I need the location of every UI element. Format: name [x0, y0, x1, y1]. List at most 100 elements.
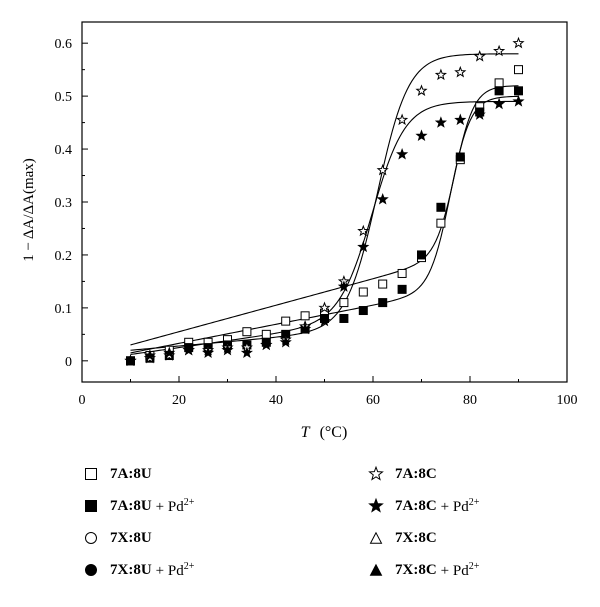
legend-marker-shape — [369, 563, 383, 576]
data-point — [436, 218, 446, 228]
data-point — [396, 113, 409, 126]
y-axis-label: 1 − ΔA/ΔA(max) — [21, 158, 37, 262]
axes: 0 20 40 60 80 100 0 0.1 0.2 0.3 0.4 0.5 0.6 — [55, 21, 578, 408]
legend-marker-shape — [369, 531, 383, 544]
x-axis-label: T (°C) — [301, 424, 348, 441]
triangle-marker-icon — [365, 527, 387, 549]
data-point — [358, 306, 368, 316]
data-point — [357, 240, 370, 253]
legend-marker-shape — [85, 532, 97, 544]
legend-label: 7X:8C — [395, 561, 437, 578]
data-point — [357, 224, 370, 237]
data-point — [221, 343, 234, 356]
data-point — [242, 327, 252, 337]
legend-item: 7X:8C + Pd2+ — [365, 557, 479, 583]
legend-marker-shape — [85, 500, 97, 512]
data-point — [454, 113, 467, 126]
data-point — [339, 313, 349, 323]
plot-frame — [81, 21, 568, 383]
data-point — [260, 338, 273, 351]
data-point — [455, 152, 465, 162]
circle-marker-icon — [80, 559, 102, 581]
data-point — [337, 280, 350, 292]
legend-item: 7X:8C — [365, 525, 437, 551]
legend-label: 7X:8C — [395, 529, 437, 546]
legend-label: 7A:8U — [110, 465, 152, 482]
data-point — [454, 65, 467, 78]
legend-marker-shape — [85, 468, 97, 480]
legend-item: 7X:8U + Pd2+ — [80, 557, 194, 583]
data-point — [299, 322, 312, 335]
data-point — [434, 116, 447, 128]
data-point — [493, 97, 506, 110]
y-tick-label: 0.5 — [55, 90, 73, 105]
data-point — [434, 68, 447, 81]
legend-marker-shape — [368, 465, 384, 481]
data-point — [415, 129, 428, 141]
data-point — [279, 335, 292, 348]
x-tick-label: 0 — [79, 393, 86, 408]
data-point — [415, 84, 428, 96]
data-point — [376, 163, 389, 176]
data-point — [494, 78, 504, 88]
data-point — [124, 354, 137, 366]
data-point — [358, 287, 368, 297]
legend-item: 7A:8U — [80, 461, 152, 487]
data-point — [300, 311, 310, 321]
data-point — [514, 65, 523, 75]
data-point — [261, 329, 271, 339]
data-point — [339, 298, 349, 308]
y-tick-label: 0.1 — [55, 302, 73, 317]
data-point — [376, 192, 389, 205]
y-tick-label: 0.4 — [55, 143, 73, 158]
y-tick-label: 0.6 — [55, 37, 73, 52]
y-tick-label: 0 — [65, 355, 72, 370]
triangle-marker-icon — [365, 559, 387, 581]
data-point — [318, 301, 331, 314]
data-point — [318, 314, 331, 327]
y-tick-label: 0.2 — [55, 249, 73, 264]
legend-label: 7X:8U — [110, 561, 152, 578]
data-point — [473, 108, 486, 120]
legend-suffix-text: + Pd — [440, 498, 469, 515]
data-point — [473, 50, 486, 62]
legend-suffix-text: + Pd — [155, 562, 184, 579]
legend-suffix: + Pd2+ — [441, 561, 480, 580]
y-tick-label: 0.3 — [55, 196, 73, 211]
legend-superscript: 2+ — [468, 560, 480, 572]
data-point — [202, 346, 215, 359]
data-point — [240, 346, 253, 359]
data-point — [163, 346, 176, 359]
legend-suffix: + Pd2+ — [156, 561, 195, 580]
legend-item: 7A:8C + Pd2+ — [365, 493, 479, 519]
legend-marker-shape — [368, 497, 384, 513]
data-point — [436, 202, 446, 212]
x-tick-label: 60 — [366, 393, 380, 408]
x-tick-label: 100 — [557, 393, 578, 408]
legend-label: 7A:8C — [395, 497, 437, 514]
data-point — [512, 36, 525, 49]
legend-suffix: + Pd2+ — [156, 497, 195, 516]
x-axis-variable: T — [301, 424, 311, 441]
data-point — [182, 343, 195, 356]
legend: 7A:8U 7A:8C 7A:8U + Pd2+ 7A:8C + Pd2+ 7X:8U 7X:… — [0, 455, 600, 605]
legend-item: 7X:8U — [80, 525, 152, 551]
legend-superscript: 2+ — [468, 496, 480, 508]
data-point — [494, 86, 504, 96]
legend-superscript: 2+ — [183, 496, 195, 508]
square-marker-icon — [80, 495, 102, 517]
data-point — [396, 147, 409, 160]
data-point — [417, 250, 426, 260]
data-point — [378, 279, 388, 289]
legend-suffix-text: + Pd — [440, 562, 469, 579]
legend-marker-shape — [85, 564, 97, 576]
data-point — [512, 95, 525, 107]
chart: 0 20 40 60 80 100 0 0.1 0.2 0.3 0.4 0.5 0.6 1 − ΔA/Δ… — [21, 21, 578, 441]
x-axis-unit: (°C) — [320, 424, 348, 441]
x-tick-label: 80 — [463, 393, 477, 408]
legend-label: 7X:8U — [110, 529, 152, 546]
legend-suffix-text: + Pd — [155, 498, 184, 515]
legend-item: 7A:8C — [365, 461, 437, 487]
fit-curve — [130, 53, 519, 351]
data-point — [143, 349, 156, 361]
